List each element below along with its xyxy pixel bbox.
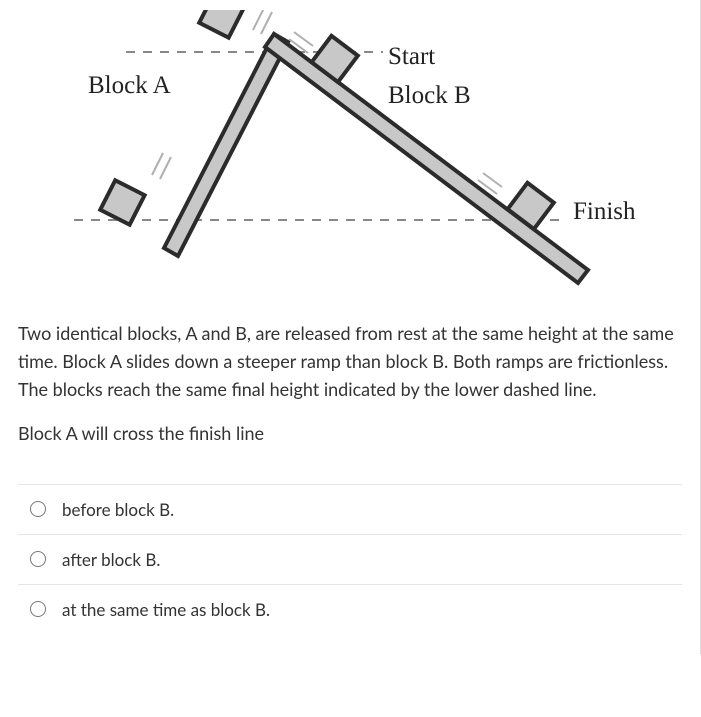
ramp-b (265, 34, 588, 283)
question-container: Block A Start Block B Finish Two identic… (0, 0, 701, 654)
prompt-text: Block A will cross the finish line (18, 422, 682, 444)
option-label: at the same time as block B. (62, 599, 270, 620)
label-finish: Finish (573, 198, 636, 226)
ramp-a (164, 34, 288, 256)
options-list: before block B. after block B. at the sa… (18, 484, 682, 634)
diagram-area: Block A Start Block B Finish (18, 10, 682, 300)
label-block-b: Block B (388, 82, 471, 110)
block-a-top (199, 10, 243, 38)
option-row[interactable]: before block B. (18, 485, 682, 535)
label-start: Start (388, 43, 435, 71)
ramp-diagram (18, 10, 683, 300)
option-row[interactable]: after block B. (18, 535, 682, 585)
motion-lines-a-bottom (152, 153, 171, 179)
motion-lines-a-top (253, 10, 272, 34)
option-label: after block B. (62, 549, 160, 570)
block-a-bottom (100, 180, 144, 224)
question-text: Two identical blocks, A and B, are relea… (18, 320, 682, 404)
radio-icon (30, 501, 46, 517)
label-block-a: Block A (88, 72, 171, 100)
radio-icon (30, 551, 46, 567)
radio-icon (30, 601, 46, 617)
option-row[interactable]: at the same time as block B. (18, 585, 682, 634)
option-label: before block B. (62, 499, 174, 520)
